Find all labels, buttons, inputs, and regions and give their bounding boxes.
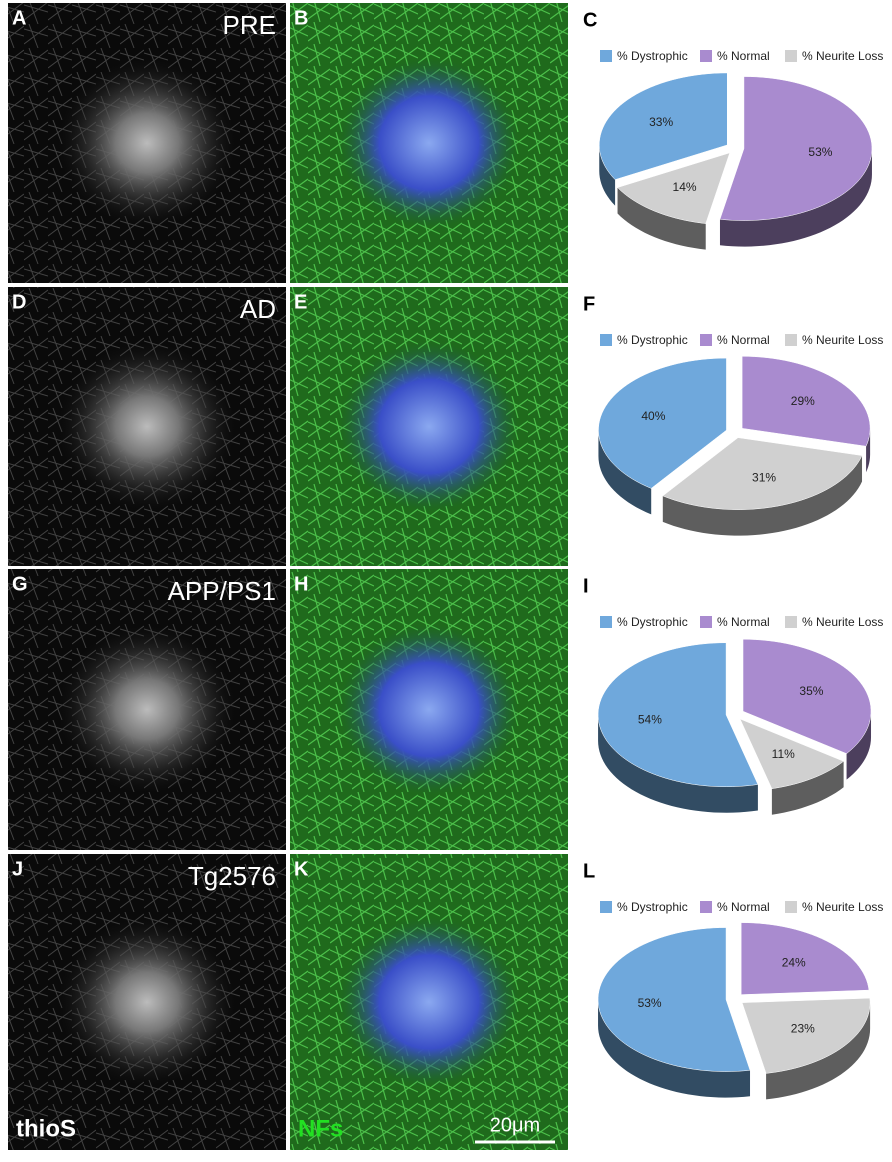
- legend-swatch: [600, 50, 612, 62]
- legend-label: % Dystrophic: [617, 900, 688, 914]
- panel-letter: A: [12, 7, 26, 29]
- legend-label: % Neurite Loss: [802, 333, 883, 347]
- pie-slice: [719, 76, 873, 221]
- slice-label: 33%: [649, 115, 673, 129]
- slice-label: 31%: [752, 470, 776, 484]
- legend-label: % Dystrophic: [617, 49, 688, 63]
- legend-label: % Normal: [717, 900, 770, 914]
- slice-label: 35%: [799, 684, 823, 698]
- slice-label: 53%: [638, 996, 662, 1010]
- slice-label: 23%: [791, 1021, 815, 1035]
- plaque: [57, 58, 237, 228]
- pie-slice: [739, 718, 845, 789]
- panel-letter: C: [583, 9, 597, 31]
- plaque: [57, 624, 237, 795]
- plaque: [339, 341, 519, 512]
- plaque: [57, 917, 237, 1087]
- panel-letter: E: [294, 291, 307, 313]
- pie-side: [766, 1002, 871, 1100]
- pie-slice: [742, 639, 872, 754]
- plaque: [57, 341, 237, 512]
- plaque: [339, 58, 519, 228]
- pie-side: [598, 714, 758, 813]
- panel-letter: I: [583, 575, 589, 597]
- panel-letter: H: [294, 573, 308, 595]
- pie-side: [771, 761, 844, 815]
- condition-label: Tg2576: [188, 861, 276, 891]
- condition-label: APP/PS1: [168, 576, 276, 606]
- pie-slice: [740, 922, 870, 995]
- legend-label: % Normal: [717, 333, 770, 347]
- legend-swatch: [785, 334, 797, 346]
- pie-side: [599, 144, 616, 206]
- legend-label: % Normal: [717, 615, 770, 629]
- panel-letter: L: [583, 860, 595, 882]
- legend-swatch: [700, 50, 712, 62]
- legend-swatch: [600, 616, 612, 628]
- legend-swatch: [785, 616, 797, 628]
- legend-swatch: [700, 901, 712, 913]
- panel-letter: K: [294, 858, 309, 880]
- pie-slice: [598, 357, 727, 489]
- pie-side: [662, 455, 863, 536]
- pie-slice: [741, 356, 871, 447]
- scale-bar-label: 20μm: [490, 1114, 540, 1136]
- plaque: [339, 917, 519, 1087]
- condition-label: AD: [240, 294, 276, 324]
- panel-letter: D: [12, 291, 26, 313]
- pie-side: [846, 711, 872, 780]
- legend-swatch: [600, 901, 612, 913]
- plaque: [339, 624, 519, 795]
- slice-label: 11%: [772, 747, 795, 761]
- slice-label: 53%: [808, 145, 832, 159]
- legend-label: % Neurite Loss: [802, 49, 883, 63]
- legend-swatch: [785, 901, 797, 913]
- legend-label: % Normal: [717, 49, 770, 63]
- legend-label: % Neurite Loss: [802, 615, 883, 629]
- panel-letter: F: [583, 293, 595, 315]
- pie-slice: [597, 642, 759, 788]
- slice-label: 54%: [638, 712, 662, 726]
- legend-label: % Neurite Loss: [802, 900, 883, 914]
- pie-slice: [597, 927, 751, 1072]
- panel-letter: J: [12, 858, 23, 880]
- pie-slice: [741, 997, 871, 1074]
- condition-label: PRE: [223, 10, 276, 40]
- legend-label: % Dystrophic: [617, 615, 688, 629]
- stain-label: NFs: [298, 1115, 343, 1142]
- legend-label: % Dystrophic: [617, 333, 688, 347]
- slice-label: 24%: [782, 955, 806, 969]
- pie-side: [866, 428, 871, 473]
- pie-slice: [662, 437, 863, 510]
- pie-slice: [599, 72, 728, 180]
- panel-letter: B: [294, 7, 308, 29]
- slice-label: 29%: [791, 394, 815, 408]
- stain-label: thioS: [16, 1115, 76, 1142]
- slice-label: 14%: [673, 180, 697, 194]
- slice-label: 40%: [641, 409, 665, 423]
- pie-slice: [617, 152, 731, 224]
- panel-letter: G: [12, 573, 28, 595]
- pie-side: [598, 430, 652, 515]
- legend-swatch: [785, 50, 797, 62]
- legend-swatch: [600, 334, 612, 346]
- pie-side: [598, 999, 751, 1098]
- pie-side: [719, 148, 872, 247]
- pie-side: [617, 187, 706, 250]
- legend-swatch: [700, 616, 712, 628]
- legend-swatch: [700, 334, 712, 346]
